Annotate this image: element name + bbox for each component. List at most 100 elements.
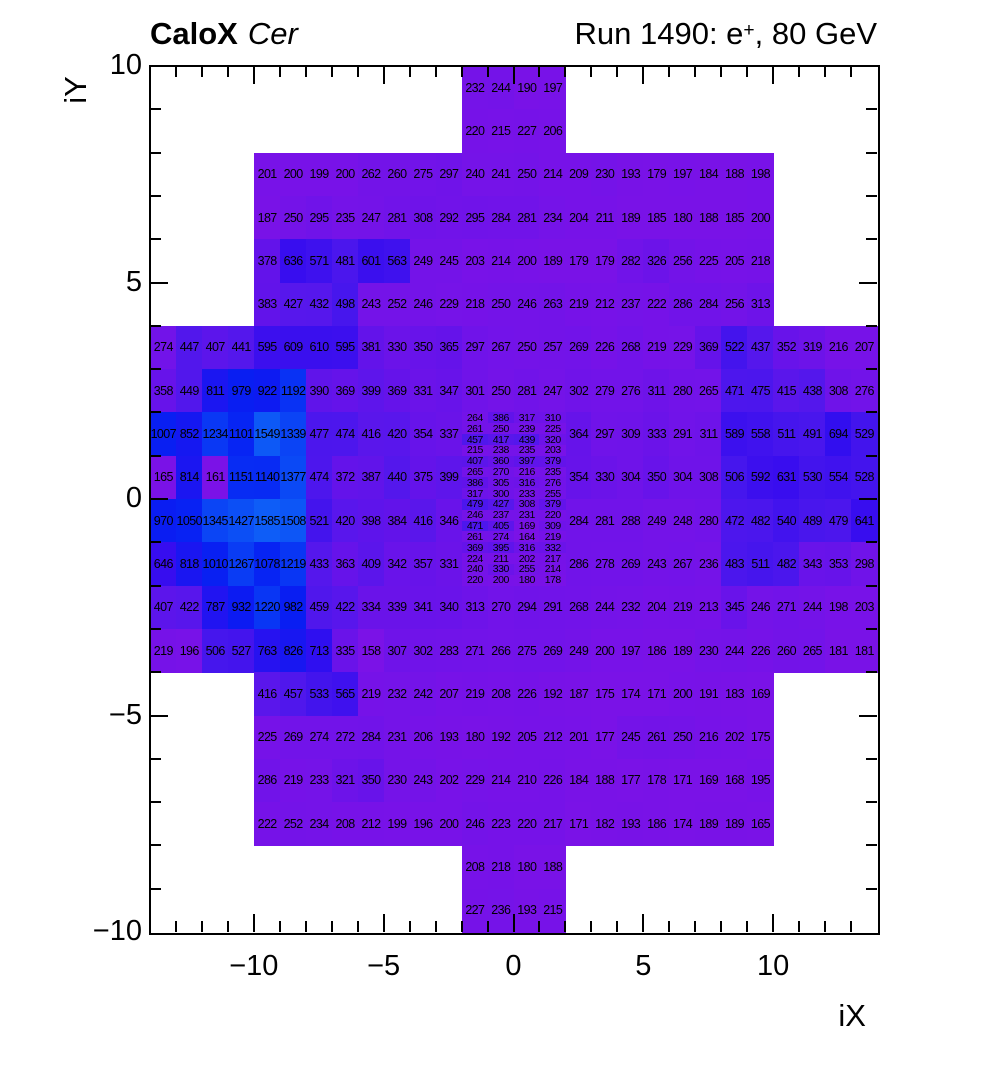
heatmap-cell-value: 288 [621, 513, 641, 528]
x-tick-label: 5 [635, 950, 652, 982]
heatmap-cell-value: 482 [776, 556, 797, 571]
x-tick [642, 914, 645, 932]
heatmap-cell: 422 [175, 585, 203, 630]
heatmap-cell: 1585 [253, 499, 281, 543]
heatmap-cell-value: 218 [491, 860, 511, 875]
heatmap-cell-value: 230 [699, 643, 719, 658]
heatmap-cell-value: 255 [518, 563, 536, 576]
heatmap-cell-value: 317 [518, 412, 536, 424]
heatmap-cell-value: 369 [466, 542, 484, 554]
heatmap-cell-value: 275 [517, 643, 537, 658]
heatmap-cell-value: 243 [647, 556, 667, 571]
heatmap-cell-value: 200 [439, 816, 459, 831]
heatmap-cell: 218 [461, 282, 489, 327]
heatmap-cell: 230 [383, 758, 411, 803]
heatmap-cell: 214 [539, 563, 567, 576]
heatmap-cell-value: 286 [257, 773, 278, 788]
heatmap-cell: 174 [669, 802, 696, 846]
heatmap-cell: 256 [721, 282, 748, 327]
heatmap-cell: 186 [643, 628, 670, 673]
heatmap-cell: 244 [591, 585, 618, 630]
heatmap-cell: 199 [383, 802, 411, 846]
heatmap-cell-value: 175 [750, 730, 771, 745]
heatmap-cell-value: 218 [465, 297, 485, 312]
x-tick [746, 921, 749, 932]
heatmap-cell-value: 353 [828, 556, 849, 571]
heatmap-cell-value: 218 [750, 253, 771, 268]
heatmap-cell: 202 [435, 758, 463, 803]
heatmap-cell-value: 354 [569, 470, 589, 485]
heatmap-cell: 180 [513, 845, 541, 890]
heatmap-cell: 219 [461, 672, 489, 717]
heatmap-cell-value: 511 [777, 427, 796, 442]
x-tick [278, 66, 281, 77]
heatmap-cell-value: 447 [179, 340, 200, 355]
heatmap-cell-value: 271 [465, 643, 485, 658]
y-tick [150, 714, 168, 717]
heatmap-cell-value: 217 [544, 553, 562, 565]
heatmap-cell: 268 [617, 325, 644, 370]
heatmap-cell-value: 189 [621, 210, 641, 225]
heatmap-cell-value: 342 [387, 556, 407, 571]
heatmap-cell: 489 [799, 499, 826, 543]
heatmap-cell: 383 [253, 282, 281, 327]
heatmap-cell: 1220 [253, 585, 281, 630]
heatmap-cell-value: 522 [724, 340, 745, 355]
heatmap-cell: 246 [461, 509, 489, 522]
heatmap-cell-value: 235 [335, 210, 356, 225]
heatmap-cell-value: 308 [413, 210, 433, 225]
y-tick [150, 108, 161, 111]
heatmap-cell: 171 [643, 672, 670, 717]
heatmap-cell-value: 457 [466, 434, 484, 446]
heatmap-cell: 433 [305, 542, 333, 587]
heatmap-cell-value: 177 [595, 730, 615, 745]
heatmap-cell: 199 [305, 152, 333, 197]
heatmap-cell: 249 [409, 239, 437, 284]
heatmap-cell-value: 308 [518, 499, 536, 511]
heatmap-cell-value: 193 [621, 816, 641, 831]
heatmap-cell-value: 294 [517, 600, 537, 615]
heatmap-cell: 216 [695, 715, 722, 760]
heatmap-cell-value: 313 [750, 297, 771, 312]
heatmap-cell: 237 [617, 282, 644, 327]
heatmap-cell: 178 [539, 574, 567, 587]
heatmap-cell: 1508 [279, 499, 307, 543]
heatmap-cell-value: 284 [569, 513, 589, 528]
heatmap-cell: 269 [617, 542, 644, 587]
heatmap-cell-value: 483 [724, 556, 745, 571]
heatmap-cell: 1549 [253, 412, 281, 457]
heatmap-cell-value: 202 [439, 773, 459, 788]
heatmap-cell-value: 381 [361, 340, 381, 355]
heatmap-cell-value: 529 [854, 427, 875, 442]
heatmap-cell: 274 [150, 325, 177, 370]
heatmap-cell: 506 [721, 455, 748, 500]
y-tick [866, 151, 877, 154]
heatmap-cell-value: 203 [544, 444, 562, 457]
heatmap-cell: 310 [539, 412, 567, 424]
heatmap-cell: 235 [331, 195, 359, 240]
heatmap-cell-value: 183 [724, 686, 745, 701]
heatmap-cell: 245 [435, 239, 463, 284]
heatmap-cell: 236 [487, 888, 515, 933]
heatmap-cell: 276 [617, 369, 644, 413]
heatmap-cell: 350 [409, 325, 437, 370]
heatmap-cell-value: 300 [492, 488, 510, 500]
heatmap-cell: 311 [643, 369, 670, 413]
heatmap-cell: 482 [773, 542, 800, 587]
heatmap-cell-value: 459 [309, 600, 330, 615]
heatmap-cell-value: 383 [257, 297, 278, 312]
heatmap-cell: 278 [591, 542, 618, 587]
y-tick [866, 627, 877, 630]
heatmap-cell-value: 217 [543, 816, 563, 831]
heatmap-cell-value: 237 [621, 297, 641, 312]
heatmap-cell-value: 223 [491, 816, 511, 831]
heatmap-cell: 982 [279, 585, 307, 630]
heatmap-cell: 208 [461, 845, 489, 890]
heatmap-cell: 341 [409, 585, 437, 630]
heatmap-cell-value: 193 [621, 167, 641, 182]
heatmap-cell: 226 [747, 628, 774, 673]
heatmap-cell-value: 250 [517, 340, 537, 355]
heatmap-cell-value: 1007 [150, 427, 177, 442]
x-tick [694, 66, 697, 77]
heatmap-cell: 308 [695, 455, 722, 500]
